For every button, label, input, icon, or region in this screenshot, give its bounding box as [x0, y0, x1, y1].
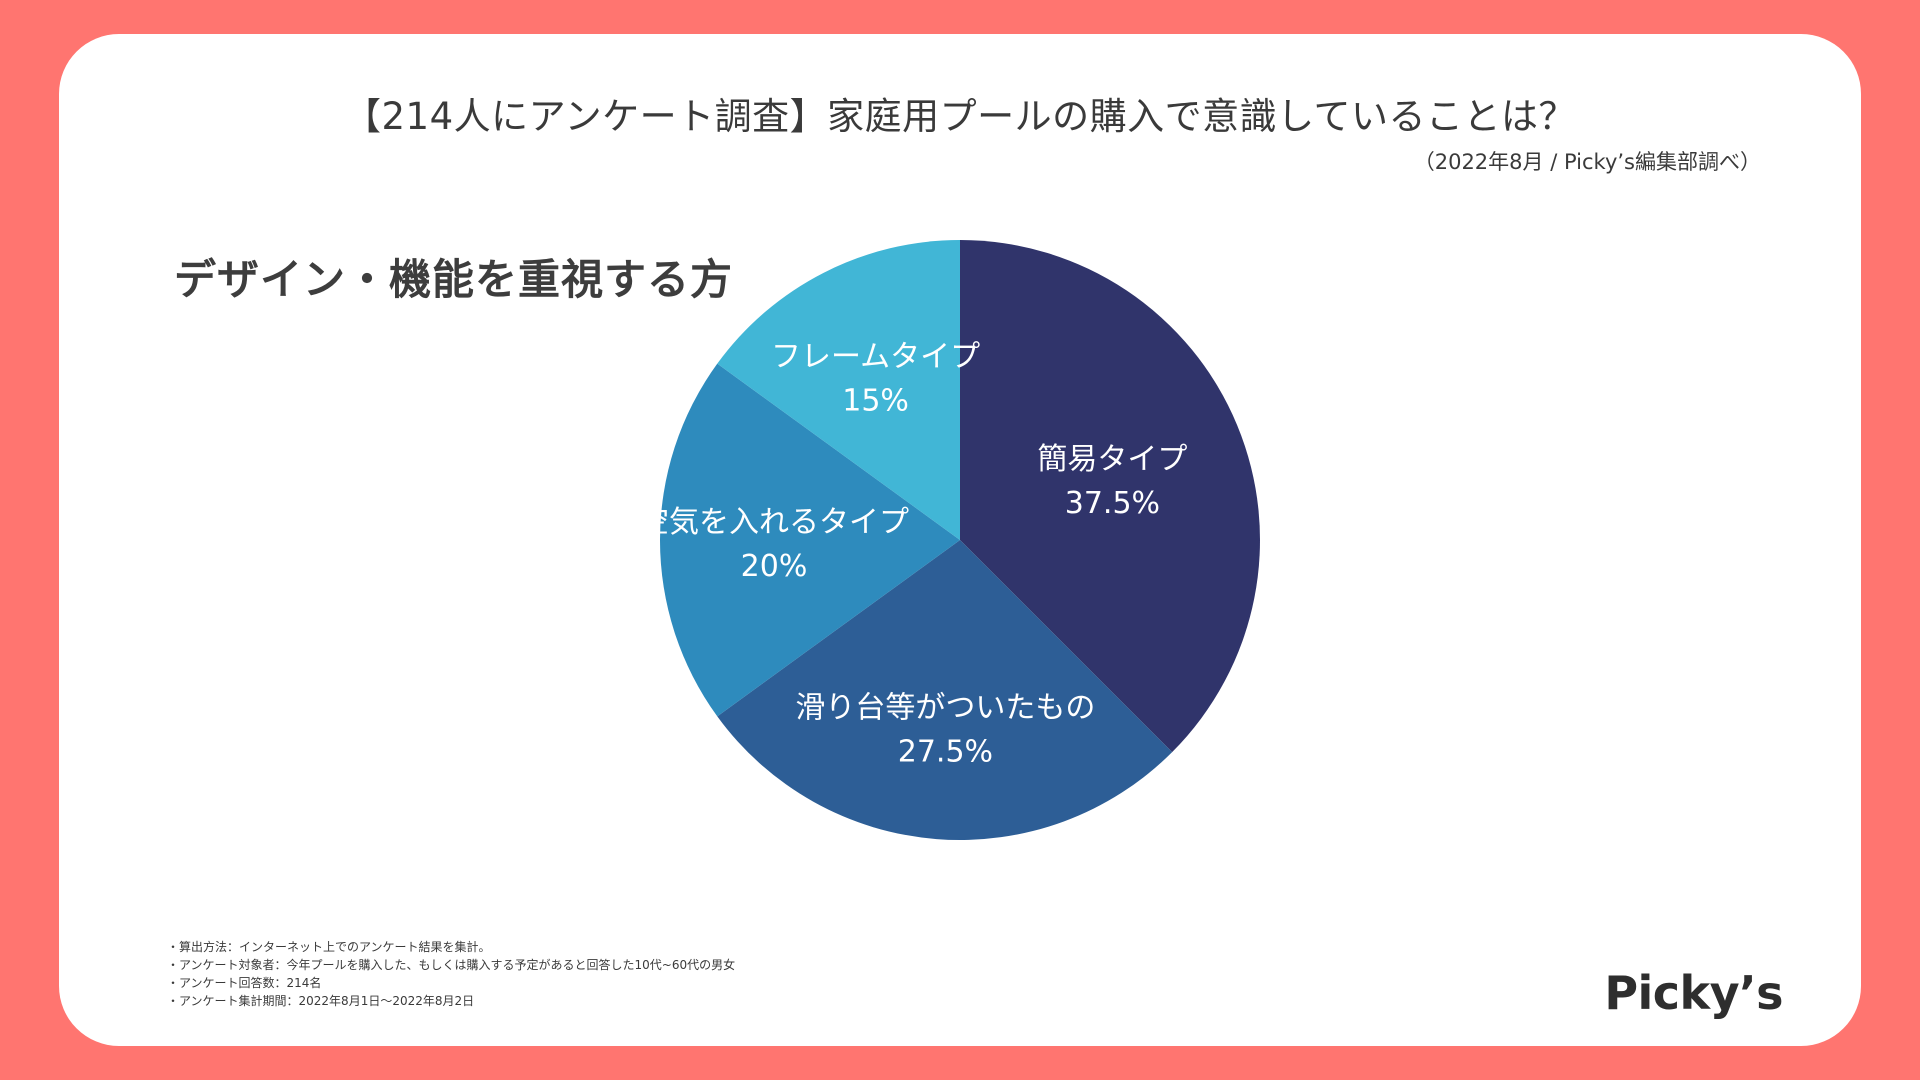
pie-labels: 簡易タイプ 37.5% 滑り台等がついたもの 27.5% 空気を入れるタイプ 20% フレー… [639, 339, 1187, 769]
slice-value-label: 37.5% [1065, 486, 1160, 521]
note-line: ・アンケート対象者：今年プールを購入した、もしくは購入する予定があると回答した1… [167, 958, 736, 972]
page-title: 【214人にアンケート調査】家庭用プールの購入で意識していることは？ [343, 95, 1577, 138]
pie-slices [659, 240, 1260, 841]
pie-chart: 簡易タイプ 37.5% 滑り台等がついたもの 27.5% 空気を入れるタイプ 20% フレー… [639, 240, 1260, 841]
pie-slice [659, 363, 960, 717]
note-line: ・算出方法：インターネット上でのアンケート結果を集計。 [167, 940, 491, 954]
slice-label: フレームタイプ [771, 339, 980, 374]
chart-title: デザイン・機能を重視する方 [174, 255, 734, 304]
source-note: （2022年8月 / Picky’s編集部調べ） [1413, 150, 1761, 174]
slice-label: 簡易タイプ [1037, 442, 1187, 477]
note-line: ・アンケート回答数：214名 [167, 976, 322, 990]
pie-slice [717, 540, 1173, 841]
pie-slice [717, 240, 960, 540]
slice-value-label: 15% [842, 383, 909, 418]
note-line: ・アンケート集計期間：2022年8月1日〜2022年8月2日 [167, 994, 475, 1008]
slice-value-label: 20% [741, 549, 808, 584]
brand-logo: Picky’s [1604, 966, 1783, 1020]
chart-card: 【214人にアンケート調査】家庭用プールの購入で意識していることは？ （2022… [59, 34, 1861, 1046]
slice-label: 空気を入れるタイプ [639, 505, 909, 540]
survey-notes: ・算出方法：インターネット上でのアンケート結果を集計。 ・アンケート対象者：今年… [167, 938, 735, 1010]
slice-label: 滑り台等がついたもの [795, 690, 1095, 725]
pie-slice [960, 240, 1260, 753]
slice-value-label: 27.5% [898, 734, 993, 769]
